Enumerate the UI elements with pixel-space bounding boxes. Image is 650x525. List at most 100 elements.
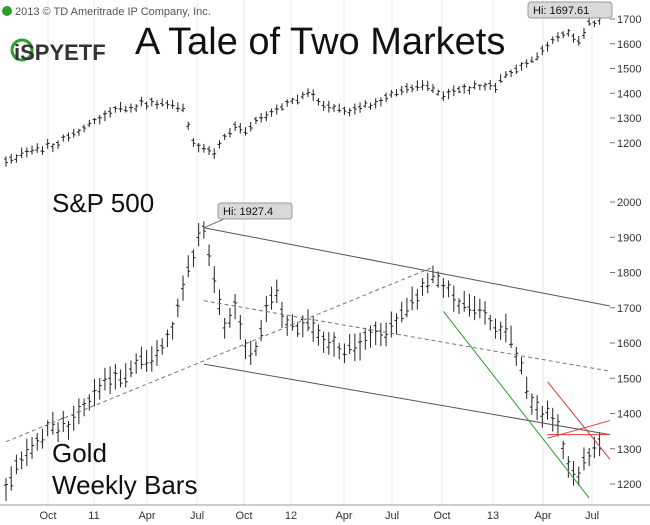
sp500-weekly-bar [483, 82, 488, 91]
gold-weekly-bar [316, 324, 321, 346]
sp500-weekly-bar [451, 85, 456, 96]
sp500-weekly-bar [290, 97, 295, 105]
gold-weekly-bar [415, 289, 420, 310]
ispyetf-logo: iSPYETF [10, 38, 106, 65]
gold-y-tick-label: 1300 [617, 444, 641, 456]
sp500-weekly-bar [389, 89, 394, 98]
sp500-weekly-bar [248, 121, 253, 132]
sp500-weekly-bar [337, 103, 342, 113]
gold-weekly-bar [352, 333, 357, 362]
gold-weekly-bar [430, 265, 435, 284]
gold-weekly-bar [238, 314, 243, 340]
x-tick-label: 12 [285, 510, 297, 522]
sp500-high-box [527, 1, 613, 19]
gold-weekly-bar [581, 447, 586, 471]
gold-weekly-bar [108, 366, 113, 395]
sp500-weekly-bar [212, 148, 217, 159]
sp500-weekly-bar [467, 86, 472, 95]
gold-weekly-bar [306, 309, 310, 332]
sp500-weekly-bar [446, 88, 451, 100]
gold-weekly-bar [113, 363, 118, 390]
sp500-weekly-bar [295, 94, 300, 105]
sp500-weekly-bar [571, 33, 576, 43]
sp500-weekly-bar [160, 98, 165, 107]
sp500-weekly-bar [97, 114, 102, 125]
sp500-weekly-bar [19, 147, 24, 159]
sp500-weekly-bar [269, 108, 274, 117]
gold-weekly-bar [363, 327, 368, 350]
gold-weekly-bar [472, 295, 477, 321]
gold-weekly-bar [170, 321, 175, 340]
gold-weekly-bar [295, 322, 300, 337]
gold-weekly-bar [149, 346, 154, 372]
sp500-weekly-bar [535, 52, 540, 61]
sp500-weekly-bar [56, 140, 61, 149]
sp500-weekly-bar [545, 41, 550, 52]
sp500-weekly-bar [477, 84, 482, 91]
gold-weekly-bar [285, 315, 290, 336]
sp500-high-label: Hi: 1697.61 [533, 5, 589, 17]
gold-weekly-bar [358, 332, 363, 361]
sp500-weekly-bar [300, 91, 305, 100]
sp500-weekly-bar [394, 89, 399, 97]
sp500-weekly-bar [420, 80, 425, 91]
gold-weekly-bar [436, 271, 441, 288]
gold-weekly-bar [420, 277, 425, 296]
gold-bars [4, 221, 602, 501]
sp500-weekly-bar [217, 140, 222, 149]
gold-weekly-bar [462, 291, 467, 312]
gold-weekly-bar [571, 460, 576, 486]
sp500-weekly-bar [50, 143, 55, 152]
sp500-weekly-bar [581, 27, 586, 39]
sp500-weekly-bar [139, 96, 144, 107]
sp500-weekly-bar [576, 36, 581, 46]
sp500-weekly-bar [123, 105, 128, 113]
sp500-weekly-bar [519, 62, 524, 71]
sp500-weekly-bar [285, 99, 290, 107]
gold-weekly-bar [264, 296, 269, 323]
sp500-weekly-bar [191, 138, 196, 147]
sp500-weekly-bar [352, 103, 357, 115]
gold-weekly-bar [82, 398, 87, 417]
gold-weekly-bar [87, 394, 92, 411]
sp500-weekly-bar [566, 28, 571, 37]
gold-weekly-bar [410, 286, 415, 311]
gold-y-tick-label: 1600 [617, 338, 641, 350]
gold-weekly-bar [493, 318, 498, 339]
sp500-weekly-bar [24, 147, 29, 158]
sp500-weekly-bar [259, 113, 264, 123]
gold-weekly-bar [175, 298, 180, 318]
sp500-weekly-bar [493, 82, 498, 93]
sp500-weekly-bar [4, 156, 8, 167]
gold-high-callout: Hi: 1927.4 [217, 202, 293, 220]
sp500-weekly-bar [430, 84, 435, 93]
sp500-weekly-bar [71, 129, 76, 138]
sp500-weekly-bar [358, 102, 363, 113]
sp500-weekly-bar [503, 71, 508, 79]
gold-weekly-bar [253, 341, 258, 357]
sp500-weekly-bar [524, 59, 529, 68]
sp500-weekly-bar [509, 69, 514, 78]
gold-weekly-bar [50, 411, 55, 435]
gold-weekly-bar [311, 315, 316, 342]
trendline [442, 310, 590, 499]
sp500-high-callout: Hi: 1697.61 [527, 1, 613, 19]
gold-weekly-bar [446, 280, 451, 298]
sp500-weekly-bar [410, 84, 415, 93]
gold-weekly-bar [165, 329, 170, 348]
grid-layer [47, 0, 593, 505]
sp500-weekly-bar [462, 83, 467, 94]
sp500-weekly-bar [134, 104, 139, 112]
sp500-weekly-bar [207, 146, 212, 155]
sp500-weekly-bar [102, 110, 107, 122]
trendline [203, 300, 611, 372]
gold-weekly-bar [279, 302, 284, 329]
gold-weekly-bar [337, 342, 342, 360]
sp500-weekly-bar [384, 92, 389, 102]
sp500-weekly-bar [488, 80, 493, 90]
sp500-weekly-bar [108, 107, 113, 118]
gold-weekly-bar [66, 421, 71, 440]
sp500-weekly-bar [76, 128, 81, 136]
gold-weekly-bar [545, 400, 550, 420]
